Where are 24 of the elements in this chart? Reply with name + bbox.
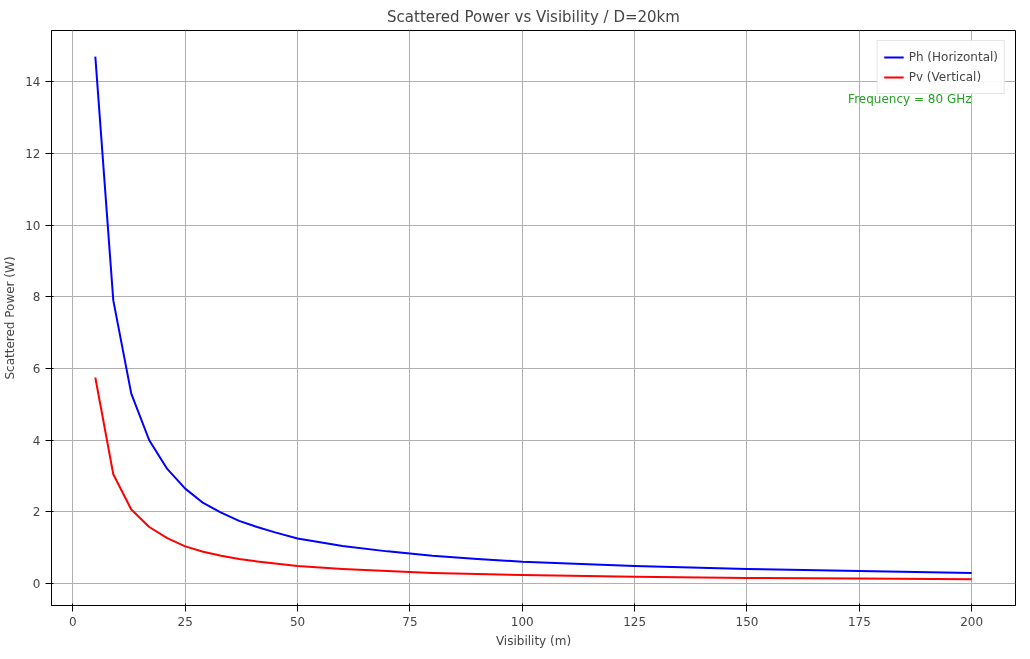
legend-label: Pv (Vertical) — [908, 70, 982, 84]
legend-label: Ph (Horizontal) — [908, 50, 998, 64]
y-tick-label: 12 — [25, 146, 41, 161]
x-axis-title: Visibility (m) — [495, 633, 572, 648]
y-tick-label: 10 — [25, 218, 41, 233]
y-tick-label: 14 — [25, 75, 41, 90]
y-tick-label: 4 — [32, 433, 41, 448]
chart-title: Scattered Power vs Visibility / D=20km — [387, 7, 680, 26]
x-tick-label: 200 — [960, 614, 984, 629]
x-tick-label: 150 — [735, 614, 759, 629]
y-tick-label: 8 — [32, 290, 41, 305]
annotation: Frequency = 80 GHz — [848, 91, 972, 106]
x-tick-label: 175 — [847, 614, 871, 629]
x-tick-label: 100 — [510, 614, 534, 629]
x-tick-label: 125 — [623, 614, 647, 629]
y-tick-label: 6 — [32, 362, 41, 377]
y-tick-label: 0 — [32, 577, 41, 592]
x-tick-label: 25 — [177, 614, 193, 629]
x-tick-label: 0 — [69, 614, 77, 629]
y-axis-title: Scattered Power (W) — [3, 256, 18, 380]
y-tick-label: 2 — [32, 505, 41, 520]
line-series — [94, 376, 973, 581]
x-tick-label: 75 — [402, 614, 418, 629]
x-tick-label: 50 — [289, 614, 306, 629]
